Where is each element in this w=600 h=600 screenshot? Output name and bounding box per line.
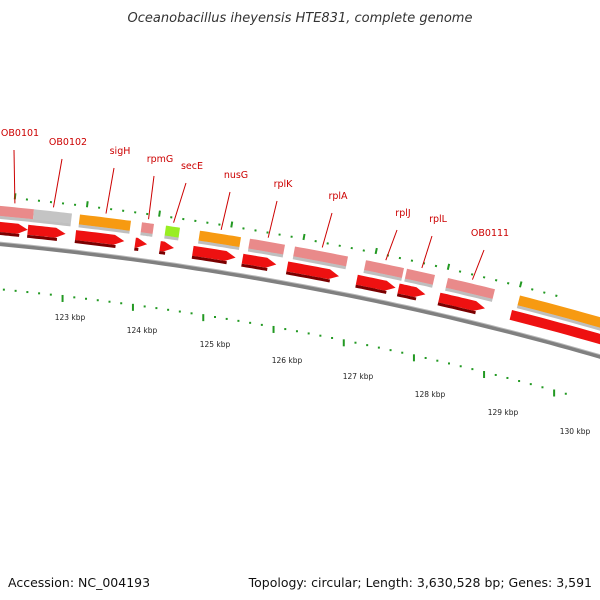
kbp-label: 130 kbp <box>560 427 591 436</box>
gene-label-rplA[interactable]: rplA <box>328 191 348 202</box>
gene-leader-line <box>421 235 433 269</box>
gene-block-shadow <box>198 240 240 250</box>
gene-block-OB0102 <box>33 209 72 224</box>
tick-mark <box>531 288 534 291</box>
kbp-label: 124 kbp <box>127 326 158 335</box>
gene-label-OB0111[interactable]: OB0111 <box>471 228 509 239</box>
gene-block-shadow <box>32 219 71 227</box>
cds-arrow-sigH <box>75 230 125 245</box>
cds-arrow-rplK <box>241 253 277 268</box>
cds-arrow-shadow <box>355 284 387 294</box>
cds-arrow-rplA <box>286 261 339 280</box>
gene-leader-line <box>321 212 333 248</box>
gene-leader-line <box>173 182 187 223</box>
gene-label-nusG[interactable]: nusG <box>224 170 248 181</box>
gene-block-shadow <box>516 305 600 331</box>
backbone-highlight <box>0 241 600 356</box>
gene-block-sigH <box>78 214 131 231</box>
cds-arrow-shadow <box>27 234 58 241</box>
tick-mark <box>302 233 306 241</box>
cds-arrow-shadow <box>134 247 139 251</box>
gene-label-rpmG[interactable]: rpmG <box>147 154 174 165</box>
gene-block-rplK <box>248 238 285 255</box>
gene-block-shadow <box>78 224 130 234</box>
kbp-label: 127 kbp <box>343 372 374 381</box>
tick-mark <box>158 210 161 217</box>
gene-block-shadow <box>247 248 284 258</box>
cds-track <box>0 221 600 345</box>
gene-leader-line <box>105 167 115 214</box>
tick-marks <box>13 193 558 297</box>
gene-block-rplA <box>293 246 348 267</box>
tick-mark <box>230 221 234 228</box>
cds-arrow-OB0102 <box>27 224 66 238</box>
gene-track <box>0 205 600 331</box>
gene-label-OB0101[interactable]: OB0101 <box>1 128 39 139</box>
cds-arrow-nusG <box>192 245 236 261</box>
gene-leader-line <box>148 175 155 220</box>
cds-arrow-unlabeled <box>509 310 600 345</box>
gene-label-rplK[interactable]: rplK <box>274 179 294 190</box>
gene-block-shadow <box>164 235 179 241</box>
cds-arrow-shadow <box>158 251 166 255</box>
kbp-label: 123 kbp <box>55 313 86 322</box>
cds-arrow-shadow <box>285 271 331 283</box>
backbone-line <box>0 242 600 359</box>
gene-block-rplL <box>404 268 435 285</box>
gene-block-secE <box>164 225 180 238</box>
gene-block-shadow <box>404 278 433 288</box>
tick-mark <box>543 291 546 294</box>
cds-arrow-secE <box>159 241 174 252</box>
gene-block-shadow <box>140 232 153 237</box>
gene-leader-line <box>267 200 278 238</box>
cds-arrow-shadow <box>241 263 268 271</box>
gene-block-shadow <box>363 270 402 281</box>
gene-label-sigH[interactable]: sigH <box>110 146 131 157</box>
kbp-scale: 123 kbp 124 kbp 125 kbp 126 kbp 127 kbp 128 k… <box>2 288 591 436</box>
gene-label-rplJ[interactable]: rplJ <box>395 208 410 219</box>
gene-block-rplJ <box>364 260 404 278</box>
gene-label-rplL[interactable]: rplL <box>429 214 448 225</box>
cds-arrow-rpmG <box>134 237 148 248</box>
kbp-label: 128 kbp <box>415 390 446 399</box>
gene-label-OB0102[interactable]: OB0102 <box>49 137 87 148</box>
gene-leader-line <box>471 249 485 280</box>
gene-block-rpmG <box>140 222 154 234</box>
gene-block-nusG <box>198 230 241 247</box>
gene-leader-line <box>13 149 16 204</box>
gene-leader-line <box>220 191 231 231</box>
tick-mark <box>374 247 378 255</box>
gene-block-shadow <box>445 287 493 302</box>
cds-arrow-shadow <box>74 240 116 248</box>
gene-label-secE[interactable]: secE <box>181 161 203 172</box>
topology-text: Topology: circular; Length: 3,630,528 bp… <box>248 575 592 590</box>
map-title: Oceanobacillus iheyensis HTE831, complet… <box>128 11 473 26</box>
kbp-label: 126 kbp <box>272 356 303 365</box>
cds-arrow-rplL <box>397 283 426 297</box>
genome-backbone <box>0 241 600 359</box>
tick-mark <box>446 263 451 270</box>
cds-arrow-shadow <box>396 293 417 301</box>
tick-mark <box>85 201 89 208</box>
cds-arrow-OB0101 <box>0 221 28 234</box>
kbp-label: 125 kbp <box>200 340 231 349</box>
cds-arrow-shadow <box>437 302 476 315</box>
cds-arrow-shadow <box>191 255 227 265</box>
gene-block-OB0101 <box>0 205 34 220</box>
tick-mark <box>519 281 523 288</box>
gene-block-OB0111 <box>445 278 495 299</box>
cds-arrow-OB0111 <box>438 292 485 311</box>
cds-arrow-shadow <box>0 232 20 237</box>
accession-text: Accession: NC_004193 <box>8 575 150 590</box>
gene-leader-line <box>52 158 63 208</box>
gene-block-shadow <box>0 215 33 223</box>
tick-mark <box>555 294 558 297</box>
gene-leader-line <box>385 229 398 261</box>
kbp-label: 129 kbp <box>488 408 519 417</box>
gene-block-shadow <box>292 256 347 270</box>
gene-labels: OB0101 OB0102 sigH rpmG secE nusG rplK rplA rplJ… <box>1 128 509 280</box>
gene-block-unlabeled <box>517 295 600 328</box>
